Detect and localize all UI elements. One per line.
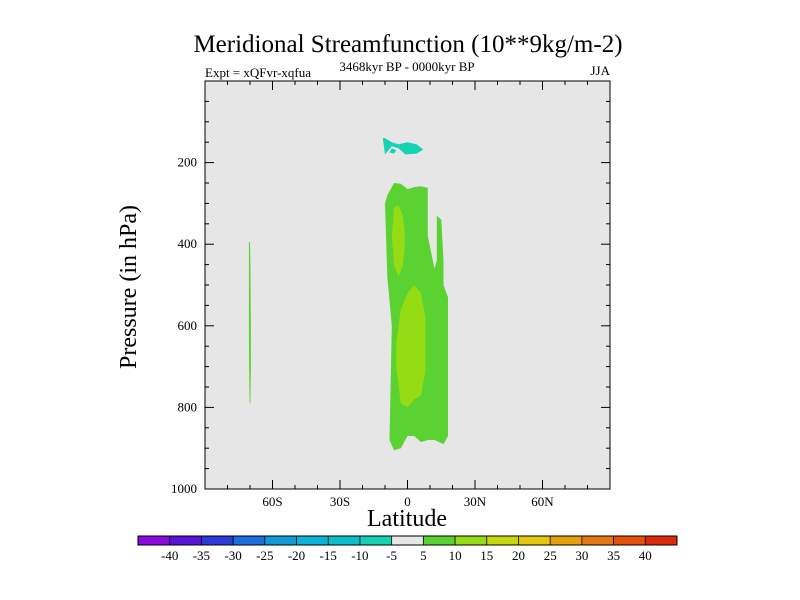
colorbar-swatch bbox=[423, 536, 456, 545]
right-subtitle: JJA bbox=[590, 63, 610, 78]
colorbar-swatch bbox=[201, 536, 234, 545]
y-axis-label: Pressure (in hPa) bbox=[116, 205, 142, 369]
colorbar-label: -40 bbox=[161, 548, 178, 563]
x-tick-label: 60N bbox=[531, 494, 554, 509]
colorbar-swatch bbox=[645, 536, 678, 545]
colorbar-label: 30 bbox=[575, 548, 588, 563]
axis-ticks: 60S 30S 0 30N 60N 200 400 600 800 1000 bbox=[171, 81, 610, 509]
colorbar-label: 5 bbox=[420, 548, 427, 563]
x-tick-label: 0 bbox=[404, 494, 411, 509]
colorbar-swatch bbox=[518, 536, 551, 545]
colorbar-label: -35 bbox=[193, 548, 210, 563]
colorbar-swatch bbox=[486, 536, 519, 545]
colorbar-swatch bbox=[328, 536, 361, 545]
colorbar-label: -20 bbox=[288, 548, 305, 563]
x-tick-label: 30S bbox=[330, 494, 350, 509]
colorbar-swatch bbox=[581, 536, 614, 545]
contour-region-4 bbox=[391, 205, 406, 277]
y-tick-label: 200 bbox=[178, 155, 198, 170]
colorbar-label: -30 bbox=[224, 548, 241, 563]
colorbar-swatch bbox=[138, 536, 171, 545]
colorbar-frame bbox=[137, 535, 678, 546]
y-tick-label: 1000 bbox=[171, 481, 197, 496]
y-tick-label: 600 bbox=[178, 318, 198, 333]
colorbar-label: 40 bbox=[639, 548, 652, 563]
y-tick-label: 800 bbox=[178, 399, 198, 414]
colorbar-label: -15 bbox=[320, 548, 337, 563]
colorbar-swatch bbox=[550, 536, 583, 545]
colorbar-label: -5 bbox=[386, 548, 397, 563]
colorbar-label: 10 bbox=[449, 548, 462, 563]
contour-region-2 bbox=[389, 148, 397, 154]
colorbar-label: 20 bbox=[512, 548, 525, 563]
colorbar-swatch bbox=[264, 536, 297, 545]
contour-region-6 bbox=[248, 242, 251, 404]
colorbar: -40 -35 -30 -25 -20 -15 -10 -5 5 10 15 20 25 30 35 40 bbox=[137, 535, 678, 563]
colorbar-swatch bbox=[296, 536, 329, 545]
contour-region-5 bbox=[396, 285, 426, 408]
colorbar-label: 15 bbox=[480, 548, 493, 563]
y-tick-label: 400 bbox=[178, 236, 198, 251]
chart-title: Meridional Streamfunction (10**9kg/m-2) bbox=[193, 31, 622, 58]
colorbar-swatch bbox=[455, 536, 488, 545]
colorbar-swatch bbox=[233, 536, 266, 545]
x-tick-label: 30N bbox=[464, 494, 487, 509]
colorbar-label: -25 bbox=[256, 548, 273, 563]
colorbar-label: 25 bbox=[544, 548, 557, 563]
x-axis-label: Latitude bbox=[367, 506, 447, 532]
center-subtitle: 3468kyr BP - 0000kyr BP bbox=[339, 59, 474, 74]
colorbar-label: 35 bbox=[607, 548, 620, 563]
colorbar-swatch bbox=[359, 536, 392, 545]
colorbar-label: -10 bbox=[351, 548, 368, 563]
colorbar-swatch bbox=[391, 536, 424, 545]
colorbar-swatch bbox=[169, 536, 202, 545]
colorbar-swatch bbox=[613, 536, 646, 545]
x-tick-label: 60S bbox=[262, 494, 282, 509]
contour-regions bbox=[248, 138, 448, 451]
left-subtitle: Expt = xQFvr-xqfua bbox=[205, 65, 311, 80]
contour-region-1 bbox=[382, 138, 424, 155]
